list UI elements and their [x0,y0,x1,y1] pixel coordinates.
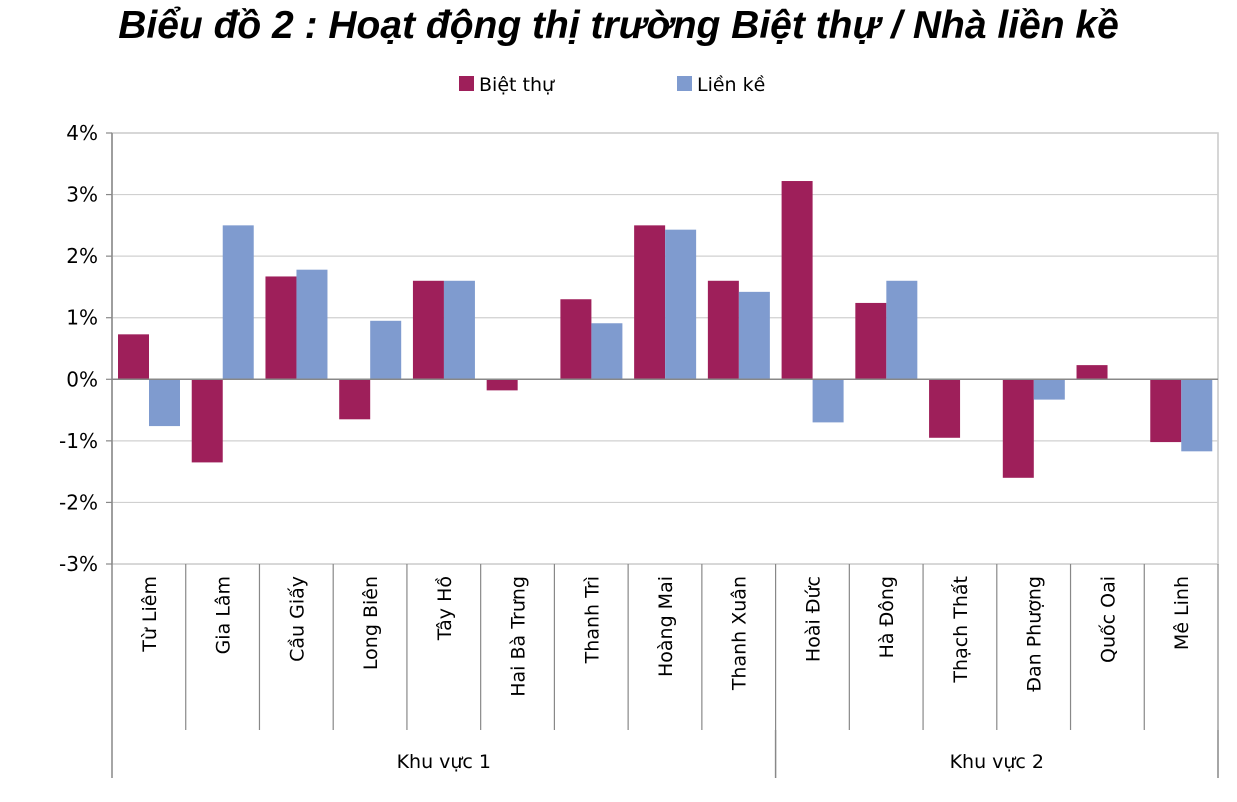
category-label: Hà Đông [876,576,898,658]
bar-biet-thu [634,225,666,380]
bar-lien-ke [591,323,623,380]
category-label: Quốc Oai [1097,576,1119,663]
bar-biet-thu [486,379,518,391]
bar-biet-thu [929,379,961,438]
bar-lien-ke [886,280,918,380]
category-label: Đan Phượng [1024,576,1046,692]
axis-labels: 4% 3% 2% 1% 0% -1% -2% -3% Từ Liêm Gia Lâm Cầu Giấ… [59,121,1193,773]
legend-label-lien-ke: Liền kề [697,74,765,96]
bar-biet-thu [118,334,149,380]
group-label: Khu vực 2 [950,751,1044,773]
category-label: Thạch Thất [950,576,972,684]
bar-lien-ke [665,229,697,380]
category-label: Gia Lâm [213,576,235,654]
legend-swatch-biet-thu [459,76,474,91]
y-tick-label: 0% [66,367,98,391]
y-tick-label: 3% [66,183,98,207]
category-label: Hoàng Mai [655,576,677,677]
bar-lien-ke [222,225,254,380]
bar-biet-thu [707,280,739,380]
category-label: Thanh Xuân [729,576,751,691]
legend-label-biet-thu: Biệt thự [479,74,555,96]
chart-title: Biểu đồ 2 : Hoạt động thị trường Biệt th… [118,4,1119,47]
bar-lien-ke [738,291,770,380]
bar-biet-thu [339,379,371,420]
bar-biet-thu [1076,365,1108,380]
bars [118,181,1213,478]
category-label: Mê Linh [1171,576,1193,650]
bar-lien-ke [296,269,328,380]
axes [106,132,1219,778]
y-tick-label: 1% [66,306,98,330]
category-label: Tây Hồ [434,576,456,641]
bar-biet-thu [1002,379,1034,478]
y-tick-label: -2% [59,490,98,514]
bar-biet-thu [265,276,297,380]
bar-biet-thu [781,181,813,380]
bar-biet-thu [1150,379,1182,443]
bar-biet-thu [191,379,223,463]
legend-swatch-lien-ke [677,76,692,91]
bar-biet-thu [855,302,887,380]
bar-biet-thu [412,280,444,380]
category-label: Hoài Đức [802,576,824,662]
bar-lien-ke [149,379,180,427]
y-tick-label: 4% [66,121,98,145]
y-tick-label: 2% [66,244,98,268]
bar-lien-ke [443,280,475,380]
bar-lien-ke [812,379,844,423]
bar-lien-ke [1181,379,1213,452]
category-label: Từ Liêm [139,576,161,653]
category-label: Cầu Giấy [286,576,308,662]
bar-lien-ke [1033,379,1065,400]
category-label: Long Biên [360,576,382,670]
group-label: Khu vực 1 [397,751,491,773]
category-label: Thanh Trì [581,576,603,664]
bar-lien-ke [370,320,402,380]
category-label: Hai Bà Trưng [508,576,530,697]
bar-biet-thu [560,299,592,380]
y-tick-label: -3% [59,552,98,576]
y-tick-label: -1% [59,429,98,453]
legend: Biệt thự Liền kề [459,74,765,96]
